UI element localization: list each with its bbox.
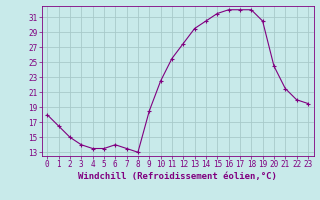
X-axis label: Windchill (Refroidissement éolien,°C): Windchill (Refroidissement éolien,°C) — [78, 172, 277, 181]
